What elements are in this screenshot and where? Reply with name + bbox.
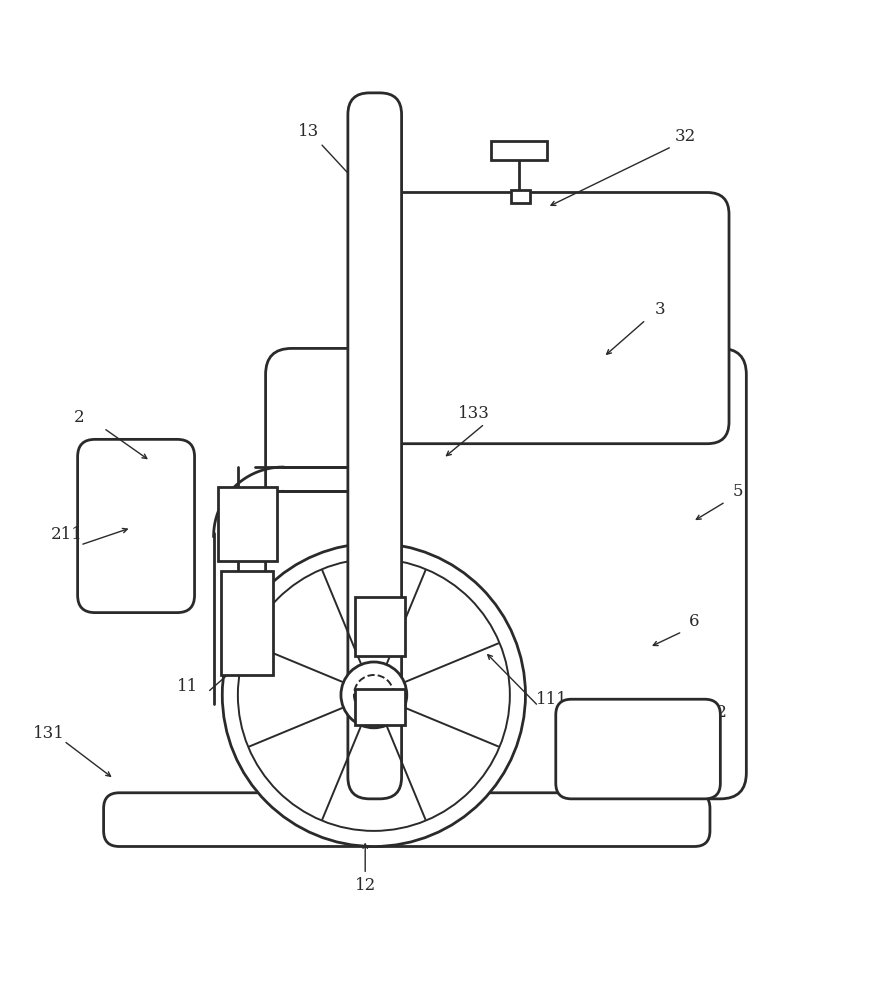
Bar bbox=[355, 689, 405, 725]
FancyBboxPatch shape bbox=[348, 93, 401, 799]
Text: 132: 132 bbox=[696, 704, 727, 721]
Text: 133: 133 bbox=[458, 405, 489, 422]
Circle shape bbox=[238, 559, 510, 831]
Text: 12: 12 bbox=[355, 877, 375, 894]
Text: 6: 6 bbox=[689, 613, 700, 630]
Text: 2: 2 bbox=[74, 409, 84, 426]
Text: 3: 3 bbox=[654, 301, 665, 318]
Text: 32: 32 bbox=[675, 128, 696, 145]
Text: 1: 1 bbox=[351, 318, 362, 335]
FancyBboxPatch shape bbox=[266, 348, 746, 799]
Text: 131: 131 bbox=[33, 725, 65, 742]
Bar bbox=[491, 141, 547, 160]
FancyBboxPatch shape bbox=[103, 793, 710, 846]
Circle shape bbox=[354, 675, 394, 715]
Text: 13: 13 bbox=[298, 123, 320, 140]
Text: 111: 111 bbox=[535, 691, 567, 708]
Circle shape bbox=[222, 543, 526, 846]
Text: 211: 211 bbox=[50, 526, 83, 543]
FancyBboxPatch shape bbox=[77, 439, 195, 613]
FancyBboxPatch shape bbox=[556, 699, 720, 799]
Text: 11: 11 bbox=[177, 678, 198, 695]
Text: 5: 5 bbox=[733, 483, 743, 500]
Bar bbox=[218, 487, 277, 561]
FancyBboxPatch shape bbox=[365, 192, 729, 444]
Bar bbox=[511, 190, 530, 203]
Bar bbox=[221, 571, 273, 675]
Circle shape bbox=[341, 662, 407, 728]
Bar bbox=[355, 597, 405, 656]
